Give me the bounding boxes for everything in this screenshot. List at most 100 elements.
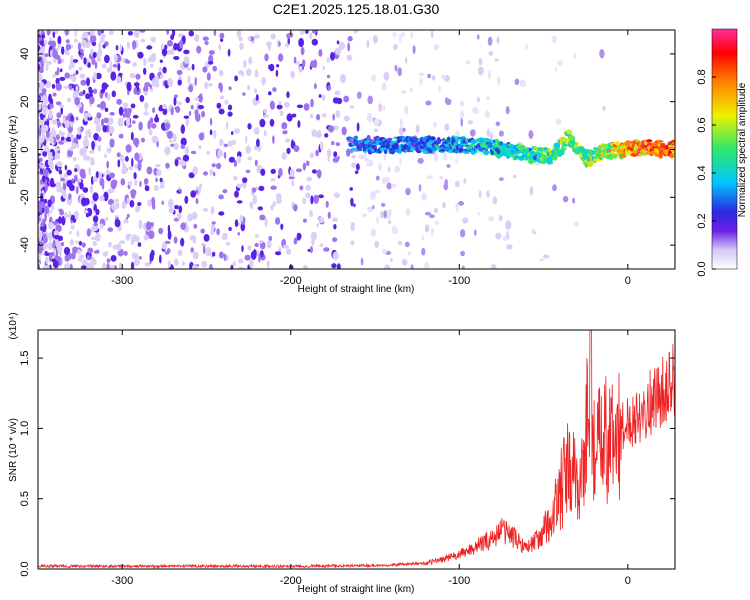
spectrogram-noise-cell [166,30,170,35]
spectrogram-noise-cell [52,44,56,52]
spectrogram-noise-cell [201,110,206,118]
spectrogram-noise-cell [462,217,469,224]
spectrogram-noise-cell [126,197,130,204]
spectrogram-noise-cell [66,169,72,176]
spectrogram-noise-cell [128,165,133,171]
snr-panel: -300 -200 -100 0 0.0 0.5 1.0 1.5 Height of str… [8,312,676,595]
spectrogram-noise-cell [249,201,254,209]
spectrogram-noise-cell [528,130,534,139]
spectrogram-noise-cell [74,168,78,172]
spectrogram-noise-cell [333,224,337,230]
spectrogram-noise-cell [232,260,236,267]
spectrogram-noise-cell [310,246,313,254]
spectrogram-noise-cell [227,111,233,117]
spectrogram-noise-cell [233,160,237,167]
spectrogram-noise-cell [64,30,70,36]
spectrogram-noise-cell [227,104,233,111]
spectrogram-noise-cell [72,156,77,162]
spectrogram-noise-cell [427,175,433,180]
spectrogram-noise-cell [231,131,234,136]
spectrogram-noise-cell [331,141,335,146]
spectrogram-noise-cell [162,103,167,110]
spectrogram-noise-cell [220,38,224,42]
spectrogram-noise-cell [60,177,65,182]
spectrogram-noise-cell [144,82,151,88]
spectrogram-noise-cell [371,74,376,82]
spectrogram-noise-cell [498,215,503,222]
spectrogram-noise-cell [222,189,228,194]
spectrogram-noise-cell [399,158,402,165]
spectrogram-noise-cell [143,111,149,116]
spectrogram-noise-cell [75,186,79,195]
spectrogram-noise-cell [45,131,50,138]
spectrogram-noise-cell [78,241,82,246]
spectrogram-noise-cell [44,250,48,256]
spectrogram-noise-cell [47,221,54,230]
spectrogram-noise-cell [270,168,276,174]
spectrogram-noise-cell [351,155,356,159]
spectrogram-noise-cell [421,247,426,256]
spectrogram-noise-cell [162,108,168,116]
spectrogram-noise-cell [42,168,49,177]
spectrogram-noise-cell [264,53,269,62]
spectrogram-noise-cell [129,72,136,79]
spectrogram-noise-cell [335,110,341,119]
spectrogram-noise-cell [78,66,83,71]
spectrogram-noise-cell [112,244,118,250]
spectrogram-noise-cell [47,151,54,161]
spectrogram-noise-cell [310,98,314,108]
spectrogram-noise-cell [177,249,183,256]
spectrogram-noise-cell [55,82,62,91]
spectrogram-noise-cell [383,210,387,219]
spectrogram-noise-cell [82,33,89,39]
spectrogram-noise-cell [275,251,281,256]
spectrogram-noise-cell [139,180,142,188]
spectrogram-noise-cell [555,119,562,125]
spectrogram-noise-cell [138,219,143,230]
spectrogram-signal-cell [540,151,544,155]
spectrogram-noise-cell [196,45,202,54]
spectrogram-signal-cell [547,148,551,152]
spectrogram-noise-cell [236,30,242,38]
spectrogram-noise-cell [254,144,258,151]
spectrogram-noise-cell [108,30,114,36]
spectrogram-noise-cell [300,30,305,35]
spectrogram-noise-cell [363,151,367,159]
spectrogram-noise-cell [125,156,129,162]
spectrogram-noise-cell [505,220,512,230]
spectrogram-noise-cell [40,168,43,175]
spectrogram-noise-cell [69,231,72,235]
spectrogram-signal-cell [353,135,359,140]
spectrogram-noise-cell [133,87,138,95]
spectrogram-noise-cell [96,55,102,62]
spectrogram-noise-cell [104,84,109,88]
spectrogram-noise-cell [121,200,127,209]
spectrogram-noise-cell [144,185,150,192]
spectrogram-noise-cell [356,122,360,132]
spectrogram-noise-cell [71,75,77,82]
spectrogram-noise-cell [573,221,579,227]
spectrogram-noise-cell [227,48,231,57]
spectrogram-noise-cell [60,136,65,141]
spectrogram-noise-cell [514,78,520,86]
spectrogram-noise-cell [202,66,208,73]
spectrogram-noise-cell [41,33,46,39]
spectrogram-noise-cell [114,198,119,203]
spectrogram-noise-cell [120,178,126,186]
spectrogram-noise-cell [421,192,427,201]
spectrogram-noise-cell [219,138,224,146]
spectrogram-noise-cell [415,124,420,134]
spectrogram-noise-cell [302,59,306,68]
spectrogram-noise-cell [216,162,222,170]
spectrogram-noise-cell [198,132,205,141]
spectrogram-noise-cell [167,224,171,234]
spectrogram-noise-cell [188,172,195,179]
spectrogram-noise-cell [122,102,129,108]
spectrogram-noise-cell [122,164,128,174]
spectrogram-noise-cell [333,151,338,158]
spectrogram-noise-cell [486,128,490,138]
spectrogram-noise-cell [291,113,297,118]
spectrogram-noise-cell [100,33,106,39]
spectrogram-noise-cell [290,70,295,79]
spectrogram-noise-cell [108,242,112,248]
